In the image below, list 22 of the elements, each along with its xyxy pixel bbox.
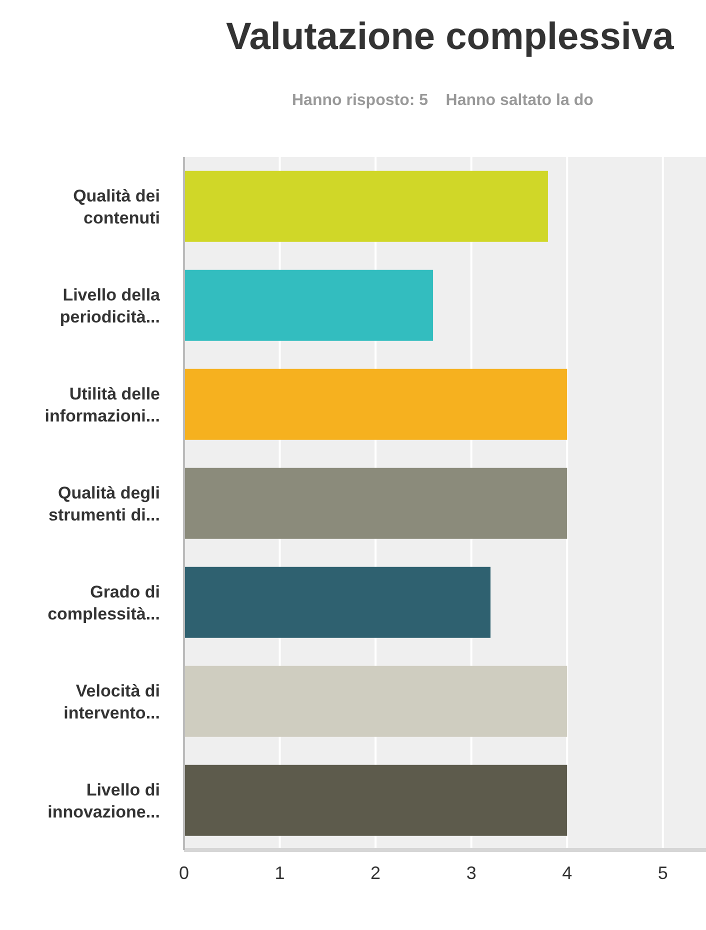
bar xyxy=(184,468,568,539)
x-tick-label: 2 xyxy=(370,862,381,883)
y-tick-label: Livello di innovazione... xyxy=(48,780,160,822)
x-tick-label: 5 xyxy=(658,862,668,883)
bar xyxy=(184,666,568,737)
chart-subtitle: Hanno risposto: 5 Hanno saltato la do xyxy=(292,92,594,110)
bar xyxy=(184,368,568,440)
y-tick-label: Livello della periodicità... xyxy=(60,286,161,326)
y-tick-label: Qualità dei contenuti xyxy=(73,186,160,228)
bar xyxy=(184,566,490,638)
y-tick-label: Qualità degli strumenti di... xyxy=(48,484,160,524)
x-tick-label: 4 xyxy=(562,862,572,883)
y-tick-label: Utilità delle informazioni... xyxy=(44,384,160,426)
y-tick-label: Grado di complessità... xyxy=(48,582,160,624)
bar xyxy=(184,270,434,341)
x-tick-label: 0 xyxy=(178,862,190,883)
chart-title: Valutazione complessiva xyxy=(226,16,674,59)
y-tick-label: Velocità di intervento... xyxy=(64,682,160,722)
x-tick-label: 3 xyxy=(466,862,476,883)
x-tick-label: 1 xyxy=(274,862,285,883)
bar xyxy=(184,764,568,836)
bar xyxy=(184,170,548,242)
